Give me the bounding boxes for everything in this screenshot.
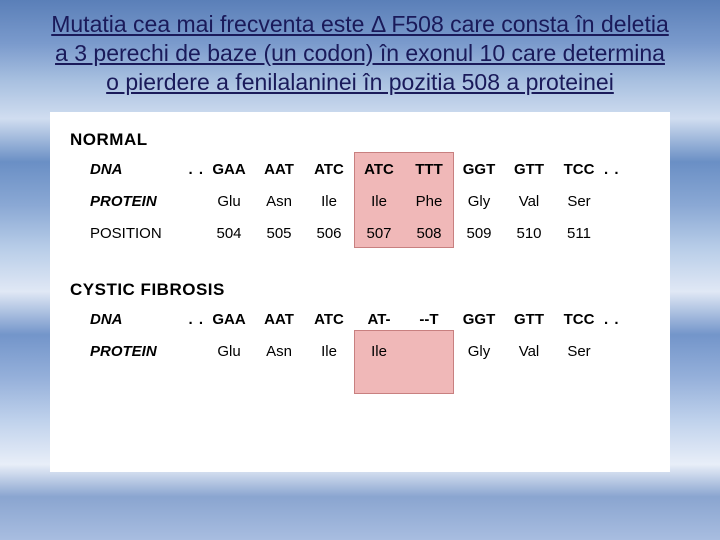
dna-cell: AAT [254, 161, 304, 178]
dna-cell: GTT [504, 161, 554, 178]
dna-cell: TTT [404, 161, 454, 178]
leading-dots: . . [180, 311, 204, 328]
position-cell: 510 [504, 225, 554, 242]
dna-cell: ATC [304, 161, 354, 178]
section-cf-label: CYSTIC FIBROSIS [70, 280, 650, 300]
leading-dots: . . [180, 161, 204, 178]
protein-cell: Glu [204, 193, 254, 210]
protein-cell: Ile [354, 343, 404, 360]
dna-cell: GAA [204, 161, 254, 178]
slide-title-wrap: Mutatia cea mai frecventa este Δ F508 ca… [50, 10, 670, 96]
protein-cell: Gly [454, 343, 504, 360]
section-gap [70, 252, 650, 280]
row-label-protein: PROTEIN [70, 343, 180, 360]
dna-cell: GAA [204, 311, 254, 328]
row-label-protein: PROTEIN [70, 193, 180, 210]
row-label-dna: DNA [70, 311, 180, 328]
protein-cell: Ser [554, 343, 604, 360]
dna-cell: GGT [454, 311, 504, 328]
cf-dna-row: DNA . . GAA AAT ATC AT- --T GGT GTT TCC … [70, 306, 650, 332]
trailing-dots: . . [604, 311, 628, 328]
dna-cell: GTT [504, 311, 554, 328]
dna-cell: ATC [304, 311, 354, 328]
dna-cell: AT- [354, 311, 404, 328]
protein-cell: Gly [454, 193, 504, 210]
position-cell: 507 [354, 225, 404, 242]
protein-cell: Glu [204, 343, 254, 360]
dna-cell: --T [404, 311, 454, 328]
protein-cell: Ile [304, 343, 354, 360]
protein-cell: Asn [254, 343, 304, 360]
dna-cell: TCC [554, 161, 604, 178]
protein-cell: Asn [254, 193, 304, 210]
highlight-cf [354, 330, 454, 394]
position-cell: 509 [454, 225, 504, 242]
protein-cell: Val [504, 193, 554, 210]
row-label-dna: DNA [70, 161, 180, 178]
row-label-position: POSITION [70, 225, 180, 242]
slide-title: Mutatia cea mai frecventa este Δ F508 ca… [50, 10, 670, 96]
position-cell: 504 [204, 225, 254, 242]
dna-cell: GGT [454, 161, 504, 178]
mutation-figure: NORMAL DNA . . GAA AAT ATC ATC TTT GGT G… [50, 112, 670, 472]
position-cell: 508 [404, 225, 454, 242]
protein-cell: Val [504, 343, 554, 360]
position-cell: 511 [554, 225, 604, 242]
protein-cell: Phe [404, 193, 454, 210]
section-normal-label: NORMAL [70, 130, 650, 150]
position-cell: 506 [304, 225, 354, 242]
protein-cell: Ile [354, 193, 404, 210]
trailing-dots: . . [604, 161, 628, 178]
position-cell: 505 [254, 225, 304, 242]
dna-cell: AAT [254, 311, 304, 328]
protein-cell: Ile [304, 193, 354, 210]
dna-cell: ATC [354, 161, 404, 178]
dna-cell: TCC [554, 311, 604, 328]
protein-cell: Ser [554, 193, 604, 210]
